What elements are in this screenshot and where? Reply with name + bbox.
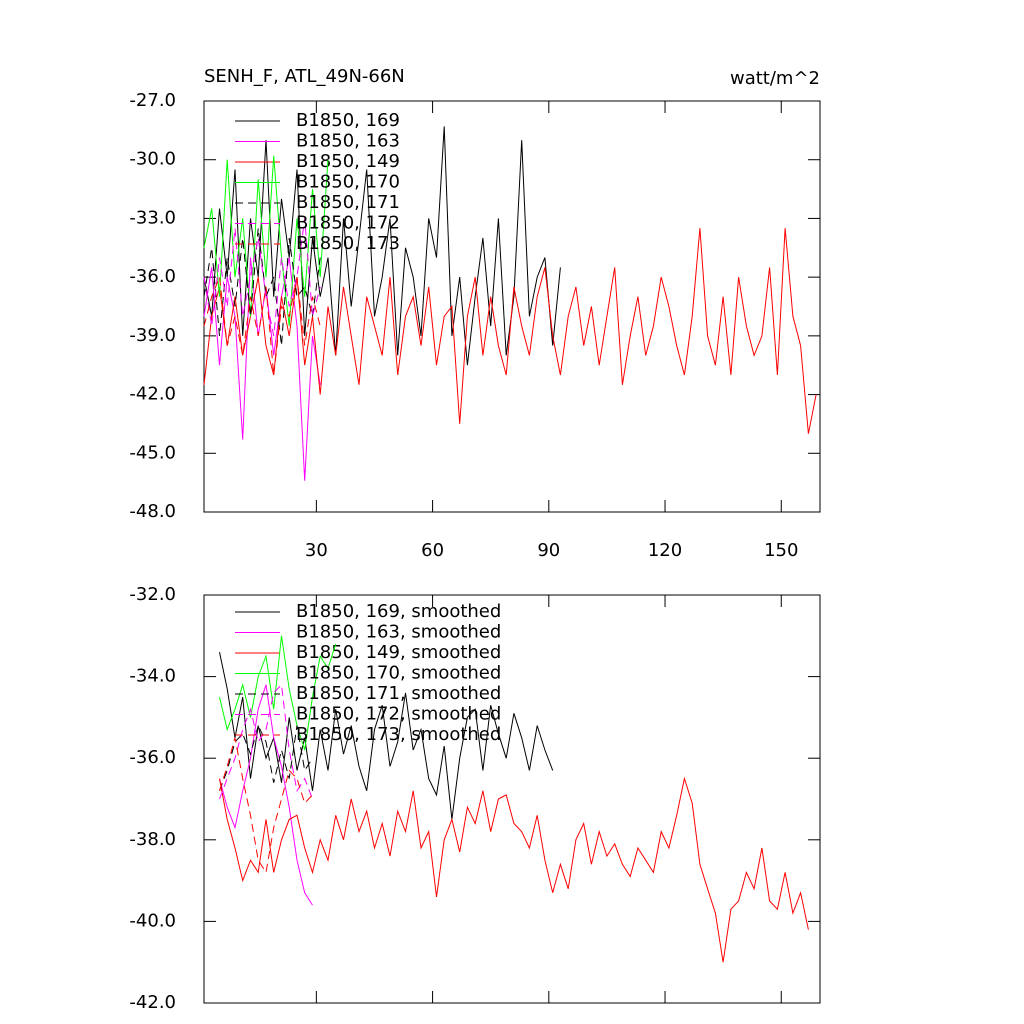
y-tick-label: -27.0 [129, 90, 176, 111]
units-label: watt/m^2 [730, 68, 820, 89]
plot-frame [203, 100, 821, 513]
y-tick-label: -40.0 [129, 910, 176, 931]
legend-label: B1850, 172, smoothed [296, 704, 501, 725]
series-line [219, 724, 313, 791]
series-line [203, 155, 329, 327]
series-line [203, 276, 321, 376]
legend-label: B1850, 170, smoothed [296, 663, 501, 684]
legend-label: B1850, 169 [296, 110, 400, 131]
y-tick-label: -32.0 [129, 584, 176, 605]
legend-label: B1850, 163, smoothed [296, 622, 501, 643]
legend-label: B1850, 170 [296, 172, 400, 193]
legend-label: B1850, 171 [296, 192, 400, 213]
series-line [219, 776, 809, 963]
series-line [203, 228, 321, 346]
x-tick-label: 120 [648, 540, 682, 561]
legend-label: B1850, 173 [296, 233, 400, 254]
series-line [203, 218, 321, 336]
y-tick-label: -36.0 [129, 266, 176, 287]
y-tick-label: -33.0 [129, 207, 176, 228]
series-line [219, 683, 313, 800]
legend-label: B1850, 169, smoothed [296, 601, 501, 622]
y-tick-label: -30.0 [129, 149, 176, 170]
x-tick-label: 30 [305, 540, 328, 561]
y-tick-label: -39.0 [129, 325, 176, 346]
plot-frame [203, 594, 821, 1004]
legend-label: B1850, 171, smoothed [296, 683, 501, 704]
chart-title: SENH_F, ATL_49N-66N [204, 66, 405, 87]
x-tick-label: 90 [537, 540, 560, 561]
x-tick-label: 60 [421, 540, 444, 561]
legend-label: B1850, 173, smoothed [296, 724, 501, 745]
y-tick-label: -36.0 [129, 747, 176, 768]
series-line [219, 737, 313, 874]
y-tick-label: -38.0 [129, 829, 176, 850]
x-tick-label: 150 [764, 540, 798, 561]
series-line [219, 684, 313, 906]
series-line [219, 635, 337, 751]
series-line [219, 651, 554, 820]
series-line [203, 126, 561, 366]
y-tick-label: -34.0 [129, 666, 176, 687]
y-tick-label: -45.0 [129, 442, 176, 463]
legend-label: B1850, 149, smoothed [296, 642, 501, 663]
legend-label: B1850, 163 [296, 131, 400, 152]
series-line [203, 228, 817, 434]
legend-label: B1850, 149 [296, 151, 400, 172]
legend-label: B1850, 172 [296, 213, 400, 234]
y-tick-label: -42.0 [129, 992, 176, 1013]
y-tick-label: -48.0 [129, 501, 176, 522]
y-tick-label: -42.0 [129, 384, 176, 405]
